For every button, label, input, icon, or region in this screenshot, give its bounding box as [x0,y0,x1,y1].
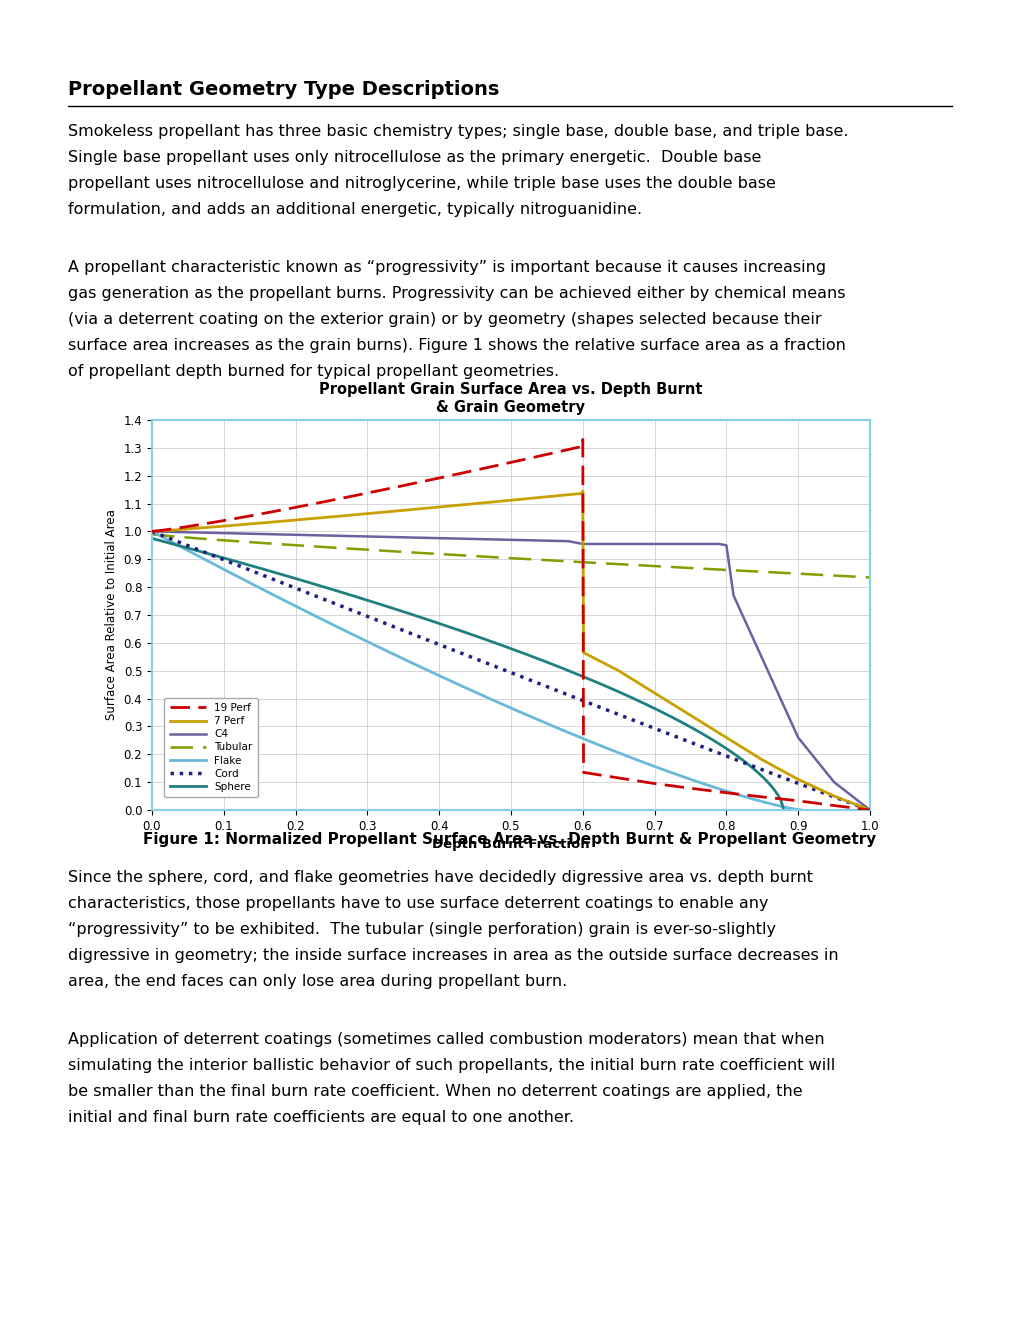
7 Perf [524,491,536,507]
Text: Since the sphere, cord, and flake geometries have decidedly digressive area vs. : Since the sphere, cord, and flake geomet… [68,870,812,884]
Flake [172,537,184,553]
7 Perf [240,516,253,532]
Flake [762,796,774,812]
C4 [712,536,725,552]
C4 [146,524,158,540]
C4 [576,536,588,552]
Tubular [863,569,875,585]
Cord [146,524,158,540]
Sphere [183,541,196,557]
Cord [189,541,201,557]
Tubular [174,529,186,545]
7 Perf [576,483,588,499]
7 Perf [360,506,372,521]
19 Perf [146,524,158,540]
Flake [319,612,331,628]
Flake [266,586,278,602]
Text: propellant uses nitrocellulose and nitroglycerine, while triple base uses the do: propellant uses nitrocellulose and nitro… [68,176,775,191]
Text: Application of deterrent coatings (sometimes called combustion moderators) mean : Application of deterrent coatings (somet… [68,1032,823,1047]
Text: area, the end faces can only lose area during propellant burn.: area, the end faces can only lose area d… [68,974,567,989]
Y-axis label: Surface Area Relative to Initial Area: Surface Area Relative to Initial Area [105,510,118,721]
C4 [727,587,739,603]
Line: Cord: Cord [152,532,869,810]
Tubular [189,531,201,546]
7 Perf [863,803,875,818]
Text: characteristics, those propellants have to use surface deterrent coatings to ena: characteristics, those propellants have … [68,896,767,911]
Sphere [314,578,326,594]
Text: be smaller than the final burn rate coefficient. When no deterrent coatings are : be smaller than the final burn rate coef… [68,1084,802,1100]
19 Perf [360,486,372,502]
7 Perf [550,488,562,504]
C4 [863,803,875,818]
Sphere [171,537,183,553]
C4 [719,537,732,553]
Text: of propellant depth burned for typical propellant geometries.: of propellant depth burned for typical p… [68,364,558,379]
Tubular [146,527,158,543]
C4 [792,730,804,746]
Flake [184,544,197,560]
Legend: 19 Perf, 7 Perf, C4, Tubular, Flake, Cord, Sphere: 19 Perf, 7 Perf, C4, Tubular, Flake, Cor… [164,698,258,797]
19 Perf [240,508,253,524]
Cord [863,803,875,818]
7 Perf [371,504,383,520]
Line: Tubular: Tubular [152,535,869,577]
Sphere [146,531,158,546]
19 Perf [371,483,383,499]
Text: gas generation as the propellant burns. Progressivity can be achieved either by : gas generation as the propellant burns. … [68,286,845,301]
Cord [336,599,348,615]
7 Perf [146,524,158,540]
Flake [740,789,752,805]
Tubular [336,540,348,556]
19 Perf [150,523,162,539]
Text: A propellant characteristic known as “progressivity” is important because it cau: A propellant characteristic known as “pr… [68,260,825,275]
Title: Propellant Grain Surface Area vs. Depth Burnt
& Grain Geometry: Propellant Grain Surface Area vs. Depth … [319,383,702,414]
C4 [561,533,574,549]
Text: “progressivity” to be exhibited.  The tubular (single perforation) grain is ever: “progressivity” to be exhibited. The tub… [68,921,775,937]
Text: (via a deterrent coating on the exterior grain) or by geometry (shapes selected : (via a deterrent coating on the exterior… [68,312,821,327]
X-axis label: Depth Burnt Fraction: Depth Burnt Fraction [432,838,589,851]
19 Perf [524,450,536,466]
Text: initial and final burn rate coefficients are equal to one another.: initial and final burn rate coefficients… [68,1110,574,1125]
Text: Figure 1: Normalized Propellant Surface Area vs. Depth Burnt & Propellant Geomet: Figure 1: Normalized Propellant Surface … [144,832,875,847]
C4 [569,535,581,550]
Flake [146,524,158,540]
Line: C4: C4 [152,532,869,810]
Cord [174,535,186,550]
Text: formulation, and adds an additional energetic, typically nitroguanidine.: formulation, and adds an additional ener… [68,202,642,216]
Text: digressive in geometry; the inside surface increases in area as the outside surf: digressive in geometry; the inside surfa… [68,948,838,964]
Text: Propellant Geometry Type Descriptions: Propellant Geometry Type Descriptions [68,81,499,99]
C4 [827,775,840,791]
19 Perf [550,445,562,461]
Sphere [776,803,789,818]
Text: Smokeless propellant has three basic chemistry types; single base, double base, : Smokeless propellant has three basic che… [68,124,848,139]
Tubular [802,566,814,582]
Tubular [279,537,291,553]
Line: 7 Perf: 7 Perf [152,491,869,810]
Cord [827,789,840,805]
Line: 19 Perf: 19 Perf [152,440,869,810]
7 Perf [150,523,162,539]
Sphere [263,564,275,579]
Tubular [827,568,840,583]
Text: Single base propellant uses only nitrocellulose as the primary energetic.  Doubl: Single base propellant uses only nitroce… [68,150,760,165]
Line: Flake: Flake [152,532,801,810]
19 Perf [576,432,588,447]
Cord [802,779,814,795]
Flake [795,803,807,818]
Text: simulating the interior ballistic behavior of such propellants, the initial burn: simulating the interior ballistic behavi… [68,1059,835,1073]
Sphere [745,759,757,775]
Line: Sphere: Sphere [152,539,783,810]
Cord [279,577,291,593]
Sphere [723,743,736,759]
19 Perf [863,803,875,818]
Text: surface area increases as the grain burns). Figure 1 shows the relative surface : surface area increases as the grain burn… [68,338,845,352]
